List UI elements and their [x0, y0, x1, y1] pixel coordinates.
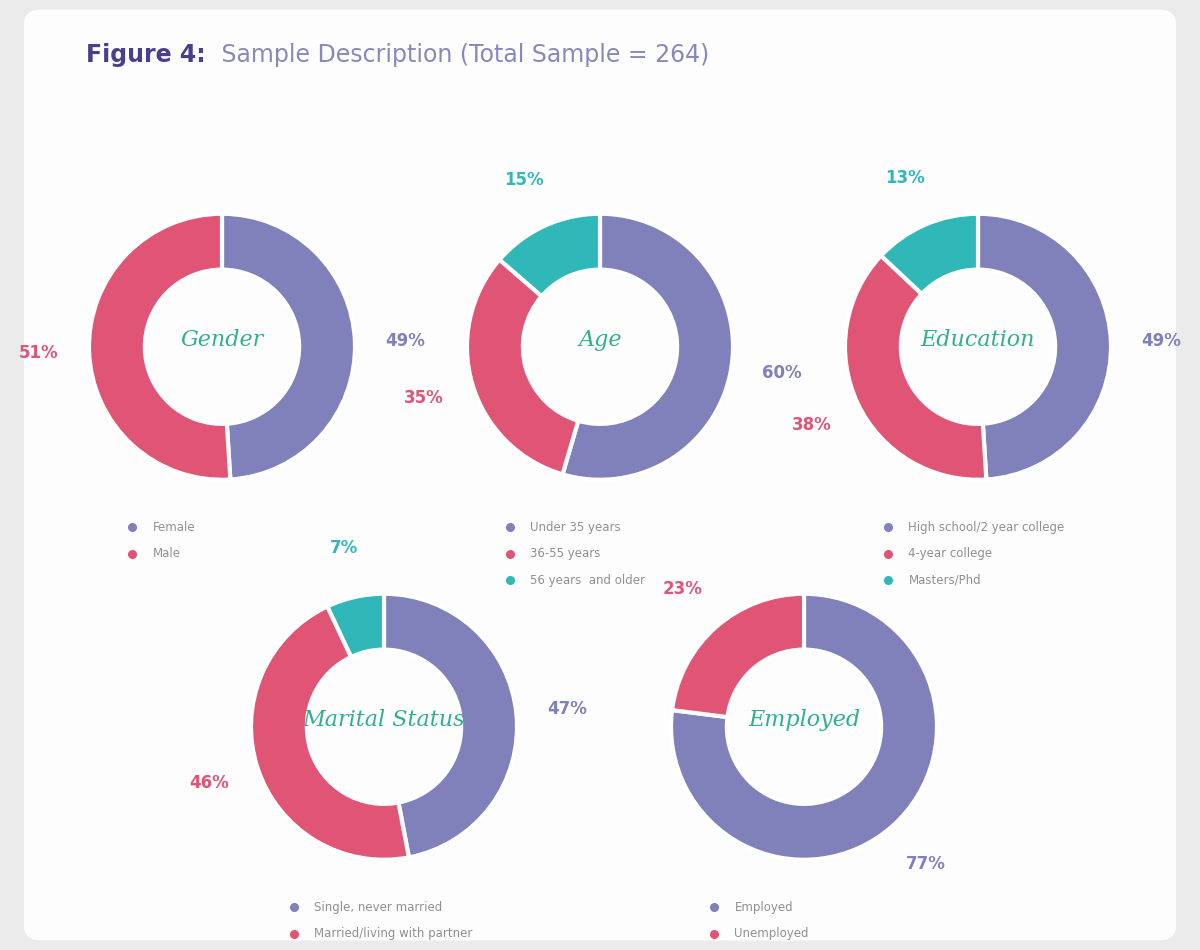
Wedge shape: [978, 214, 1111, 480]
Text: Employed: Employed: [734, 901, 793, 914]
Wedge shape: [672, 594, 804, 717]
Text: 15%: 15%: [504, 171, 544, 189]
Wedge shape: [467, 259, 578, 474]
Text: Masters/Phd: Masters/Phd: [908, 574, 982, 587]
Text: 47%: 47%: [547, 700, 587, 718]
Wedge shape: [384, 594, 517, 858]
Text: 49%: 49%: [385, 332, 425, 350]
Text: 38%: 38%: [792, 416, 832, 434]
Text: Figure 4:: Figure 4:: [86, 43, 206, 66]
Text: Single, never married: Single, never married: [314, 901, 443, 914]
Text: Married/living with partner: Married/living with partner: [314, 927, 473, 940]
Text: 4-year college: 4-year college: [908, 547, 992, 560]
Text: 46%: 46%: [190, 774, 229, 792]
Wedge shape: [881, 214, 978, 294]
Text: Marital Status: Marital Status: [302, 709, 466, 732]
Text: 56 years  and older: 56 years and older: [530, 574, 646, 587]
Text: Under 35 years: Under 35 years: [530, 521, 622, 534]
Text: 36-55 years: 36-55 years: [530, 547, 601, 560]
Text: 49%: 49%: [1141, 332, 1181, 350]
Wedge shape: [222, 214, 355, 480]
Text: 77%: 77%: [906, 855, 946, 873]
Text: 51%: 51%: [19, 344, 59, 362]
Text: Sample Description (Total Sample = 264): Sample Description (Total Sample = 264): [214, 43, 709, 66]
Wedge shape: [671, 594, 937, 860]
Text: Age: Age: [578, 329, 622, 352]
Text: 60%: 60%: [762, 364, 802, 382]
Wedge shape: [89, 214, 230, 480]
Text: 13%: 13%: [886, 169, 925, 187]
Text: Employed: Employed: [748, 709, 860, 732]
FancyBboxPatch shape: [24, 10, 1176, 940]
Wedge shape: [499, 214, 600, 296]
Text: High school/2 year college: High school/2 year college: [908, 521, 1064, 534]
Wedge shape: [328, 594, 384, 657]
Text: 7%: 7%: [330, 539, 358, 557]
Wedge shape: [563, 214, 733, 480]
Text: Unemployed: Unemployed: [734, 927, 809, 940]
Wedge shape: [251, 606, 409, 860]
Text: Female: Female: [152, 521, 196, 534]
Text: 23%: 23%: [662, 580, 702, 598]
Text: Gender: Gender: [180, 329, 264, 352]
Text: 35%: 35%: [404, 390, 444, 408]
Wedge shape: [845, 256, 986, 480]
Text: Male: Male: [152, 547, 180, 560]
Text: Education: Education: [920, 329, 1036, 352]
